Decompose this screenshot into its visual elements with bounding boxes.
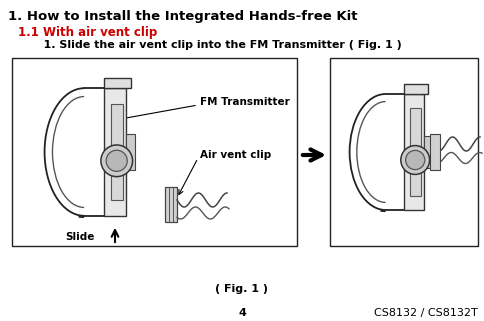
Bar: [104, 78, 131, 88]
Text: Air vent clip: Air vent clip: [199, 150, 271, 160]
Circle shape: [400, 146, 429, 174]
Text: 1.1 With air vent clip: 1.1 With air vent clip: [18, 26, 157, 39]
Bar: [403, 84, 427, 94]
Bar: [329, 58, 477, 246]
Text: FM Transmitter: FM Transmitter: [199, 97, 289, 107]
Text: Slide: Slide: [65, 232, 94, 242]
Bar: [165, 187, 177, 222]
Bar: [12, 58, 296, 246]
Text: ( Fig. 1 ): ( Fig. 1 ): [215, 284, 268, 294]
Circle shape: [106, 150, 127, 171]
Bar: [429, 134, 439, 170]
Circle shape: [101, 145, 132, 177]
Bar: [403, 94, 423, 210]
Bar: [104, 88, 126, 216]
Text: 1. Slide the air vent clip into the FM Transmitter ( Fig. 1 ): 1. Slide the air vent clip into the FM T…: [28, 40, 401, 50]
Bar: [110, 104, 122, 200]
Bar: [409, 108, 420, 196]
Bar: [126, 134, 135, 169]
Circle shape: [405, 151, 424, 169]
Text: CS8132 / CS8132T: CS8132 / CS8132T: [374, 308, 477, 318]
Text: 4: 4: [238, 308, 245, 318]
Text: 1. How to Install the Integrated Hands-free Kit: 1. How to Install the Integrated Hands-f…: [8, 10, 357, 23]
Bar: [423, 136, 431, 168]
